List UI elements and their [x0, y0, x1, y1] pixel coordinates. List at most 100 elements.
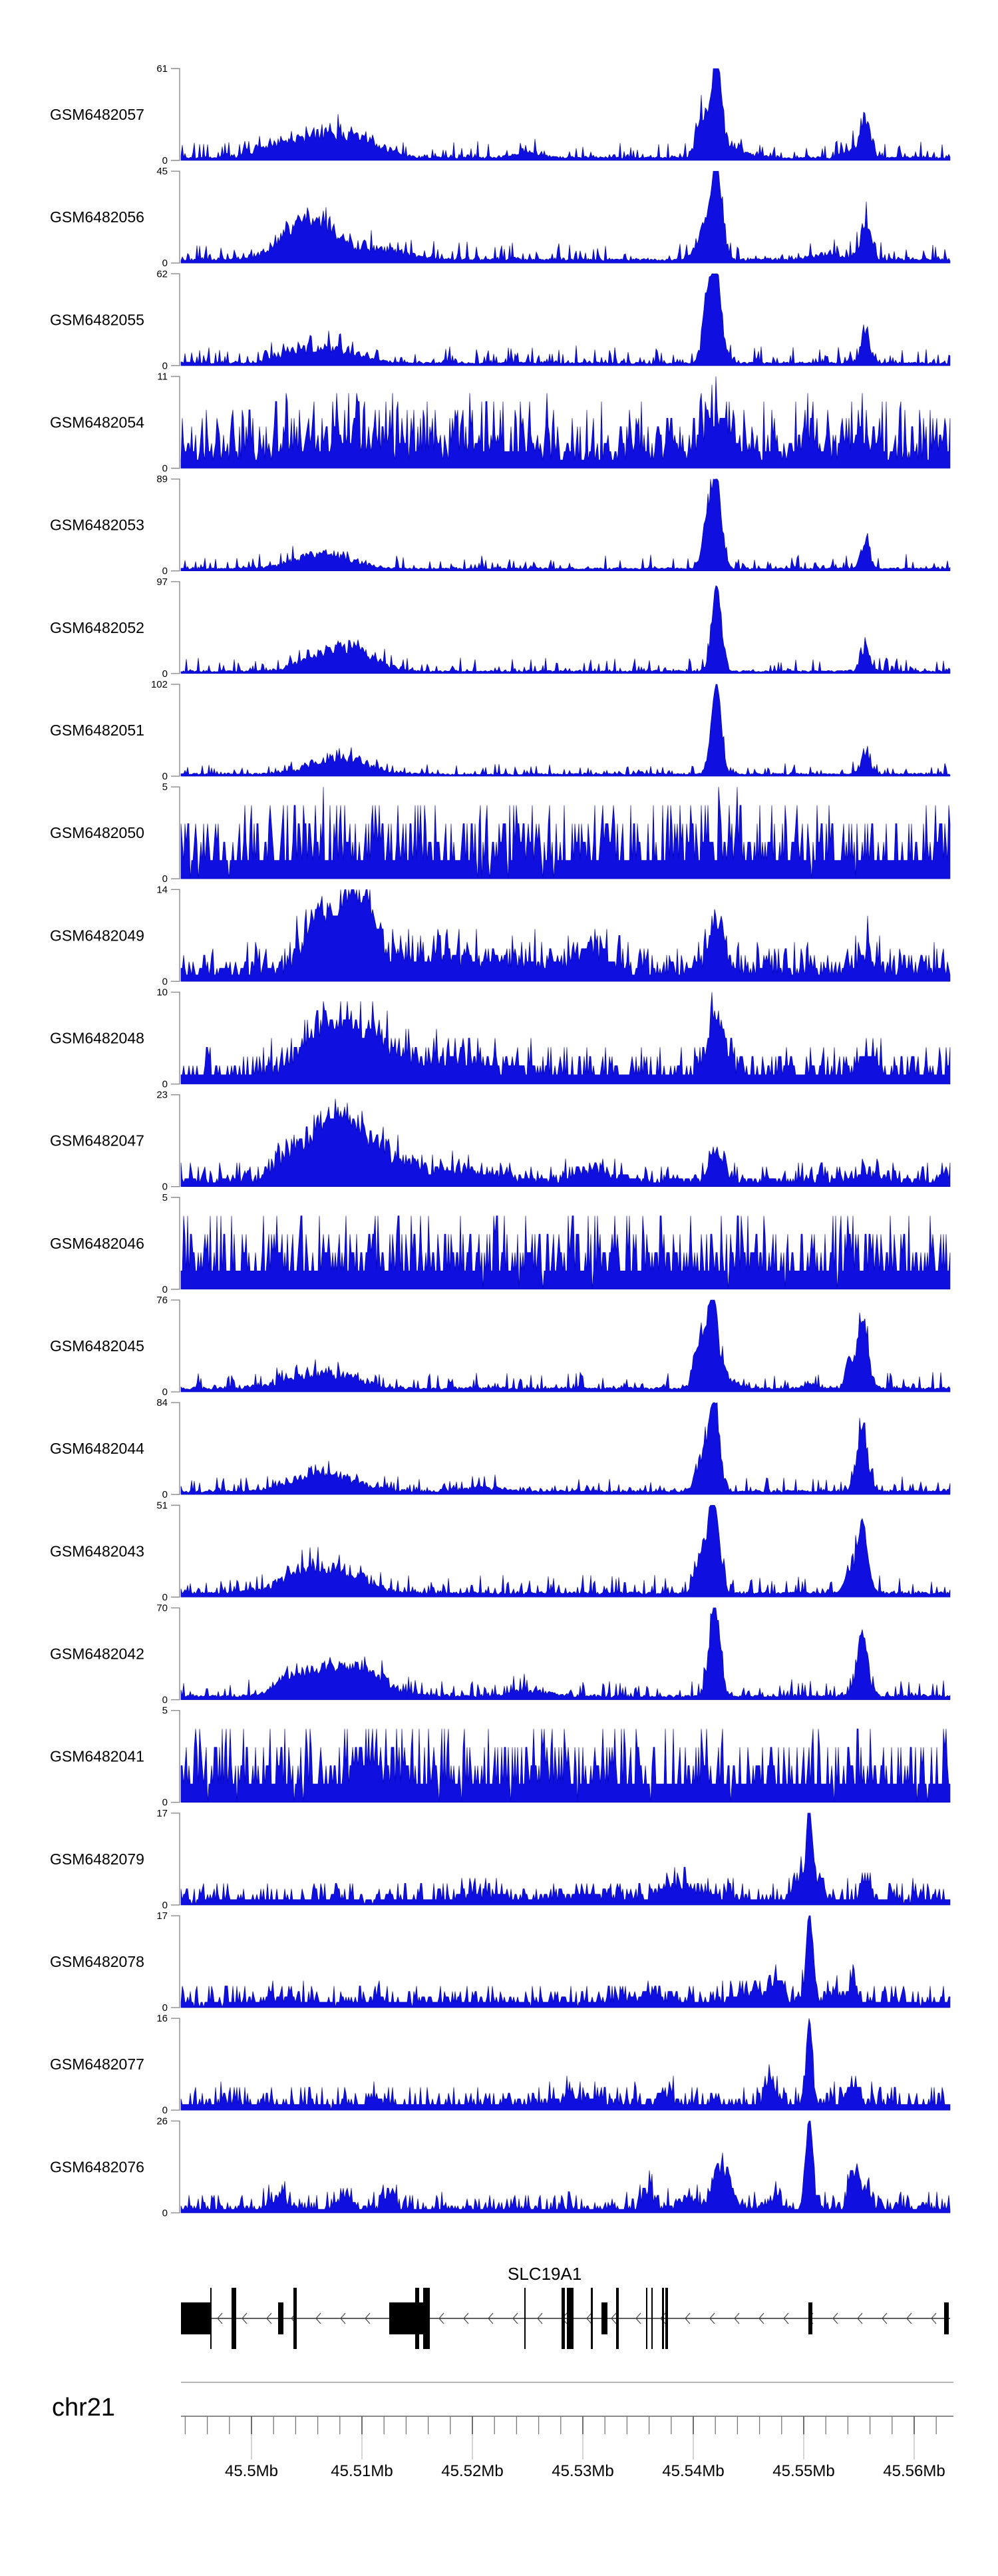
coverage-area — [180, 1098, 951, 1187]
track-sample-label: GSM6482055 — [50, 311, 144, 328]
track-ymin-label: 0 — [162, 1387, 168, 1398]
track-sample-label: GSM6482050 — [50, 824, 144, 841]
track-ymin-label: 0 — [162, 1284, 168, 1295]
coverage-area — [180, 992, 951, 1084]
track-axis-bracket — [171, 1504, 180, 1598]
coverage-area — [180, 1299, 951, 1393]
coverage-area — [180, 889, 951, 982]
gene-exon-tall — [591, 2288, 593, 2349]
ruler-tick-label: 45.51Mb — [331, 2462, 393, 2480]
chromosome-label: chr21 — [52, 2394, 116, 2422]
signal-track-GSM6482041: GSM6482041 5 0 — [50, 1705, 951, 1809]
track-ymin-label: 0 — [162, 155, 168, 166]
strand-arrow-icon — [340, 2312, 346, 2324]
genome-ruler: 45.5Mb 45.51Mb 45.52Mb 45.53Mb 45.54Mb 45.55M… — [181, 2382, 953, 2480]
gene-exon-box — [944, 2302, 949, 2334]
signal-track-GSM6482055: GSM6482055 62 0 — [50, 268, 951, 371]
track-ymax-label: 11 — [157, 371, 168, 383]
track-ymax-label: 17 — [156, 1910, 168, 1922]
track-axis-bracket — [171, 1813, 180, 1906]
track-sample-label: GSM6482049 — [50, 927, 144, 944]
track-ymin-label: 0 — [162, 771, 168, 782]
track-ymax-label: 5 — [162, 781, 168, 793]
track-ymax-label: 76 — [156, 1295, 168, 1306]
track-axis-bracket — [171, 478, 180, 572]
track-axis-bracket — [171, 1094, 180, 1187]
signal-track-GSM6482077: GSM6482077 16 0 — [50, 2013, 951, 2116]
gene-name-label: SLC19A1 — [508, 2264, 582, 2284]
track-axis-bracket — [171, 1402, 180, 1495]
track-ymin-label: 0 — [162, 1695, 168, 1706]
strand-arrow-icon — [438, 2312, 444, 2324]
coverage-area — [180, 1402, 951, 1495]
track-ymin-label: 0 — [162, 873, 168, 885]
strand-arrow-icon — [832, 2312, 838, 2324]
coverage-area — [180, 376, 951, 469]
signal-track-GSM6482049: GSM6482049 14 0 — [50, 884, 951, 987]
coverage-area — [180, 1729, 951, 1803]
track-sample-label: GSM6482047 — [50, 1132, 144, 1150]
track-axis-bracket — [171, 273, 180, 367]
signal-track-GSM6482042: GSM6482042 70 0 — [50, 1603, 951, 1706]
track-axis-bracket — [171, 2120, 180, 2214]
strand-arrow-icon — [537, 2312, 543, 2324]
coverage-area — [180, 1608, 951, 1700]
track-sample-label: GSM6482051 — [50, 722, 144, 739]
track-ymax-label: 26 — [156, 2115, 168, 2127]
gene-exon-tall — [524, 2288, 526, 2349]
track-ymin-label: 0 — [162, 1900, 168, 1911]
track-ymin-label: 0 — [162, 976, 168, 987]
coverage-area — [180, 1215, 951, 1290]
signal-track-GSM6482043: GSM6482043 51 0 — [50, 1500, 951, 1603]
ruler-tick-label: 45.56Mb — [883, 2462, 945, 2480]
track-sample-label: GSM6482045 — [50, 1337, 144, 1355]
strand-arrow-icon — [463, 2312, 469, 2324]
gene-exon-tall — [562, 2288, 565, 2349]
gene-exon-tall — [651, 2288, 653, 2349]
gene-exon-tall — [293, 2288, 297, 2349]
track-axis-bracket — [171, 1299, 180, 1393]
strand-arrow-icon — [783, 2312, 789, 2324]
track-ymin-label: 0 — [162, 1079, 168, 1090]
strand-arrow-icon — [685, 2312, 691, 2324]
track-sample-label: GSM6482044 — [50, 1440, 144, 1457]
track-sample-label: GSM6482077 — [50, 2055, 144, 2073]
track-axis-bracket — [171, 991, 180, 1085]
strand-arrow-icon — [857, 2312, 863, 2324]
strand-arrow-icon — [242, 2312, 248, 2324]
track-ymin-label: 0 — [162, 463, 168, 475]
track-ymax-label: 70 — [156, 1603, 168, 1614]
track-ymax-label: 5 — [162, 1192, 168, 1203]
coverage-area — [180, 2121, 951, 2213]
gene-exon-tall — [665, 2288, 668, 2349]
track-ymax-label: 102 — [151, 679, 168, 690]
gene-exon-tall — [616, 2288, 619, 2349]
track-sample-label: GSM6482052 — [50, 619, 144, 636]
signal-track-GSM6482057: GSM6482057 61 0 — [50, 63, 951, 166]
track-sample-label: GSM6482053 — [50, 517, 144, 534]
track-ymax-label: 97 — [156, 576, 168, 588]
signal-track-GSM6482044: GSM6482044 84 0 — [50, 1397, 951, 1500]
signal-track-GSM6482047: GSM6482047 23 0 — [50, 1090, 951, 1193]
track-axis-bracket — [171, 581, 180, 674]
strand-arrow-icon — [635, 2312, 641, 2324]
track-ymin-label: 0 — [162, 360, 168, 371]
track-ymin-label: 0 — [162, 2105, 168, 2116]
track-sample-label: GSM6482078 — [50, 1953, 144, 1970]
track-ymin-label: 0 — [162, 2002, 168, 2014]
track-axis-bracket — [171, 375, 180, 469]
track-axis-bracket — [171, 68, 180, 161]
track-axis-bracket — [171, 1607, 180, 1701]
track-ymin-label: 0 — [162, 1181, 168, 1193]
track-ymax-label: 84 — [156, 1397, 168, 1408]
strand-arrow-icon — [906, 2312, 912, 2324]
track-ymax-label: 14 — [156, 884, 168, 895]
strand-arrow-icon — [611, 2312, 617, 2324]
track-sample-label: GSM6482041 — [50, 1748, 144, 1765]
track-ymin-label: 0 — [162, 566, 168, 577]
signal-track-GSM6482045: GSM6482045 76 0 — [50, 1295, 951, 1398]
coverage-area — [180, 479, 951, 571]
strand-arrow-icon — [217, 2312, 223, 2324]
track-axis-bracket — [171, 684, 180, 777]
